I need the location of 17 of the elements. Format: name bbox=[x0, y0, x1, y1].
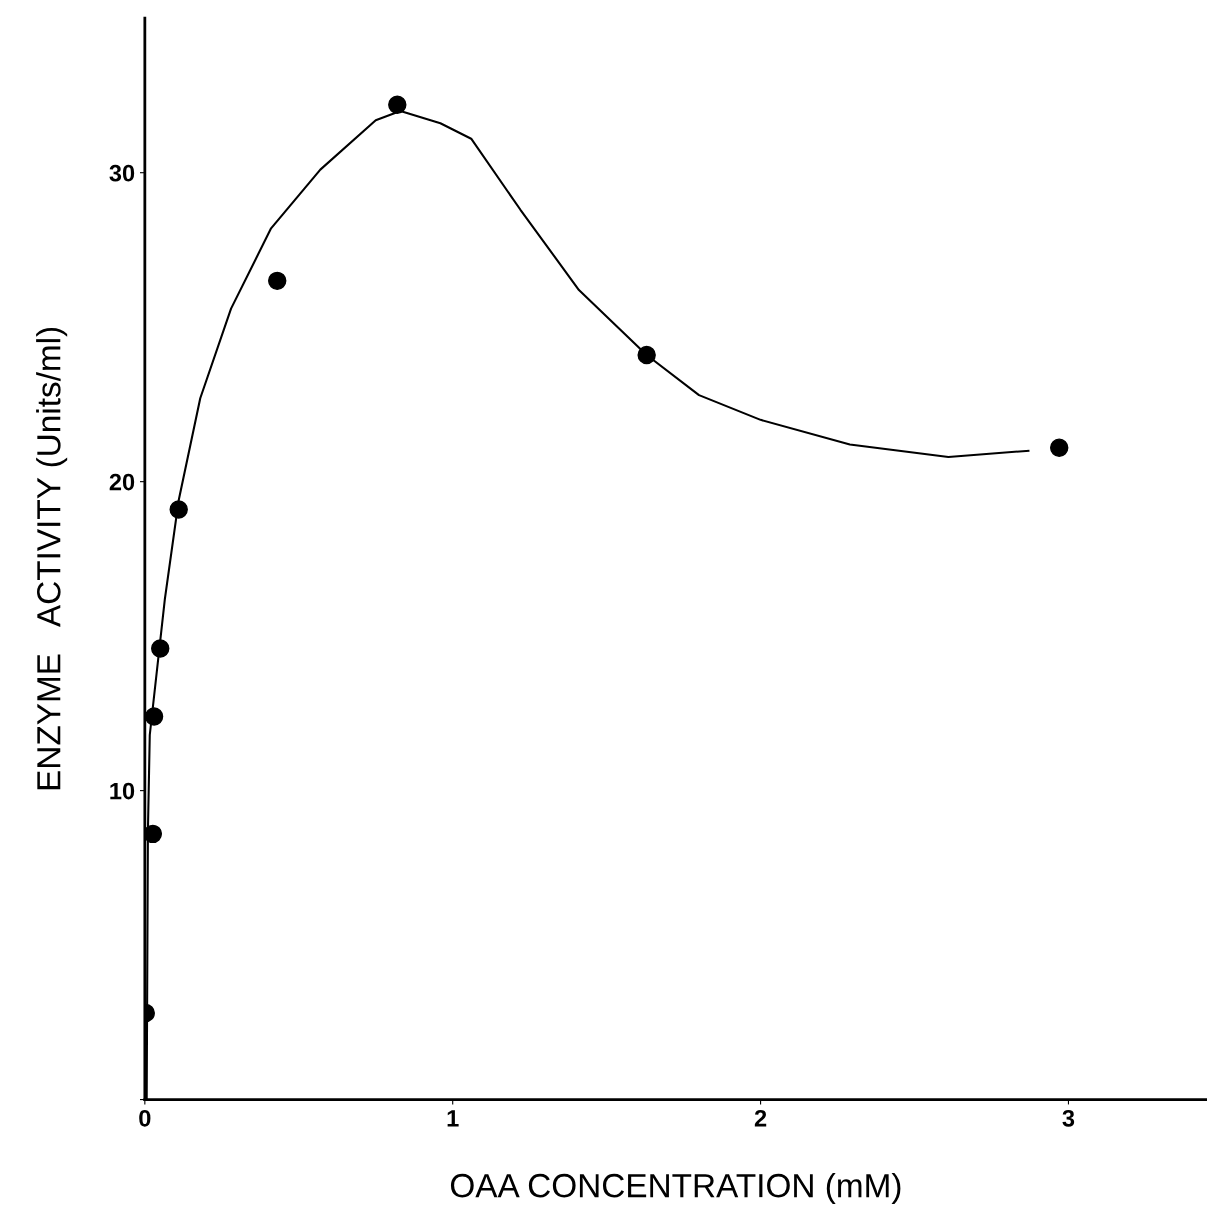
x-axis-title: OAA CONCENTRATION (mM) bbox=[450, 1172, 901, 1205]
point bbox=[637, 345, 656, 365]
point bbox=[151, 639, 170, 658]
point bbox=[388, 95, 407, 114]
point bbox=[169, 500, 188, 519]
point bbox=[144, 824, 163, 844]
x-tick-label: 0 bbox=[139, 1109, 151, 1127]
y-tick-label: 30 bbox=[109, 164, 135, 182]
point bbox=[268, 271, 287, 291]
x-tick-label: 3 bbox=[1062, 1109, 1075, 1127]
y-tick-label: 20 bbox=[109, 473, 135, 491]
y-axis-title: ENZYME ACTIVITY (Units/ml) bbox=[36, 327, 68, 790]
point bbox=[1050, 438, 1069, 457]
point bbox=[144, 707, 164, 726]
x-tick-label: 2 bbox=[754, 1109, 767, 1127]
y-tick-label: 10 bbox=[110, 782, 135, 800]
x-tick-label: 1 bbox=[447, 1110, 459, 1127]
